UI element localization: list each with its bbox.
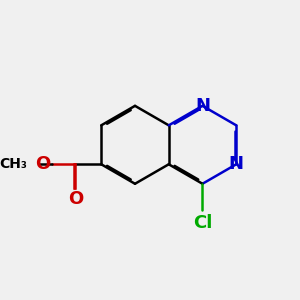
Text: Cl: Cl	[193, 214, 212, 232]
Text: N: N	[229, 155, 244, 173]
Text: CH₃: CH₃	[0, 157, 27, 171]
Text: O: O	[68, 190, 83, 208]
Text: O: O	[35, 155, 51, 173]
Text: N: N	[195, 97, 210, 115]
